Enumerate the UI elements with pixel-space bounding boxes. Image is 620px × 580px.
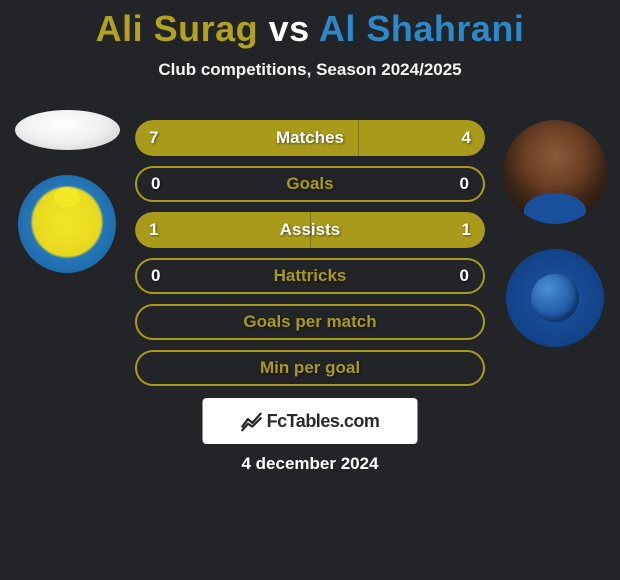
stat-row: 1Assists1 — [135, 212, 485, 248]
stat-right-value: 1 — [462, 220, 471, 240]
stat-right-value: 4 — [462, 128, 471, 148]
subtitle: Club competitions, Season 2024/2025 — [0, 60, 620, 80]
stat-label: Assists — [135, 220, 485, 240]
stat-right-value: 0 — [460, 174, 469, 194]
stat-label: Hattricks — [137, 266, 483, 286]
vs-text: vs — [269, 8, 310, 49]
player1-club-badge — [18, 175, 116, 273]
stat-row: Goals per match — [135, 304, 485, 340]
branding-badge: FcTables.com — [203, 398, 418, 444]
left-portraits — [8, 100, 126, 273]
date-label: 4 december 2024 — [0, 454, 620, 474]
stats-container: 7Matches40Goals01Assists10Hattricks0Goal… — [135, 120, 485, 386]
player2-name: Al Shahrani — [319, 8, 525, 49]
branding-text: FcTables.com — [267, 411, 380, 432]
stat-row: 7Matches4 — [135, 120, 485, 156]
chart-icon — [241, 410, 263, 432]
stat-label: Goals per match — [137, 312, 483, 332]
stat-right-value: 0 — [460, 266, 469, 286]
stat-label: Goals — [137, 174, 483, 194]
stat-row: Min per goal — [135, 350, 485, 386]
stat-row: 0Hattricks0 — [135, 258, 485, 294]
stat-label: Min per goal — [137, 358, 483, 378]
comparison-title: Ali Surag vs Al Shahrani — [0, 0, 620, 50]
right-portraits — [500, 120, 610, 347]
player2-club-badge — [506, 249, 604, 347]
player2-photo — [503, 120, 607, 224]
player1-name: Ali Surag — [96, 8, 259, 49]
stat-label: Matches — [135, 128, 485, 148]
player1-photo-placeholder — [15, 110, 120, 150]
stat-row: 0Goals0 — [135, 166, 485, 202]
